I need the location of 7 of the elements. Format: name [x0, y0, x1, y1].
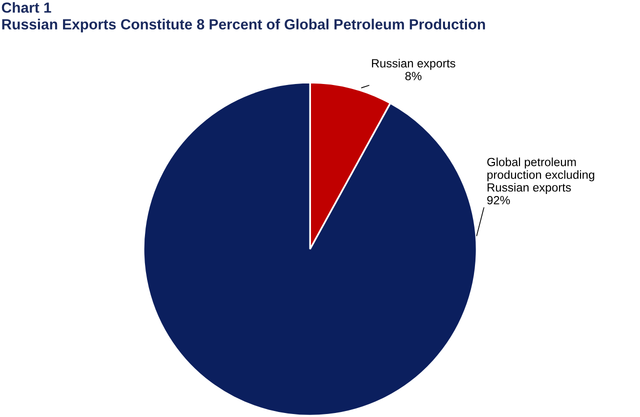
- slice-label: Russian exports: [372, 58, 456, 70]
- data-label: 8%: [405, 72, 422, 80]
- data-label: 92%: [487, 196, 510, 204]
- pie-slice: [142, 82, 478, 417]
- chart-subtitle: Russian Exports Constitute 8 Percent of Global Petroleum Production: [2, 18, 485, 32]
- text: Chart 1: [2, 2, 52, 13]
- slice-label: Global petroleum production excluding Russian exports: [487, 158, 594, 194]
